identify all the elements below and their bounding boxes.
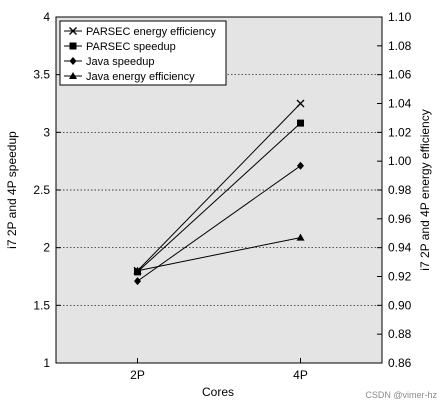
series-line-1 xyxy=(137,103,301,272)
right-tick-label: 0.92 xyxy=(388,270,412,284)
left-tick-label: 1.5 xyxy=(33,298,50,312)
x-axis-title: Cores xyxy=(202,385,234,399)
series-line-4 xyxy=(137,237,301,272)
data-point xyxy=(134,277,141,286)
right-tick-label: 0.86 xyxy=(388,356,412,370)
data-point xyxy=(133,266,142,274)
legend-label: Java energy efficiency xyxy=(86,71,195,83)
data-point xyxy=(297,119,304,127)
right-tick-label: 1.00 xyxy=(388,154,412,168)
right-axis: 0.86 0.88 0.90 0.92 0.94 0.96 0.98 1.00 1.02 1.04… xyxy=(377,10,412,370)
right-tick-label: 0.88 xyxy=(388,327,412,341)
y-axis-title: i7 2P and 4P speedup xyxy=(5,131,19,249)
legend-label: PARSEC speedup xyxy=(86,41,176,53)
legend-marker xyxy=(69,27,77,35)
x-tick-label: 4P xyxy=(293,368,308,382)
right-tick-label: 1.04 xyxy=(388,97,412,111)
x-tick-label: 2P xyxy=(130,368,145,382)
watermark: CSDN @vimer-hz xyxy=(365,390,437,400)
series-line-3 xyxy=(137,165,301,282)
right-tick-label: 0.94 xyxy=(388,241,412,255)
legend-label: PARSEC energy efficiency xyxy=(86,26,216,38)
right-tick-label: 1.10 xyxy=(388,10,412,24)
left-axis: 1 1.5 2 2.5 3 3.5 4 xyxy=(33,10,61,370)
x-axis: 2P 4P xyxy=(130,358,308,382)
data-point xyxy=(296,233,305,241)
series xyxy=(133,99,305,286)
right-tick-label: 0.90 xyxy=(388,298,412,312)
right-tick-label: 1.08 xyxy=(388,39,412,53)
right-tick-label: 1.02 xyxy=(388,125,412,139)
legend-label: Java speedup xyxy=(86,56,155,68)
left-tick-label: 2.5 xyxy=(33,183,50,197)
data-point xyxy=(296,99,305,108)
legend: PARSEC energy efficiency PARSEC speedup Ja… xyxy=(59,20,227,86)
legend-marker xyxy=(69,57,77,65)
left-tick-label: 3.5 xyxy=(33,68,50,82)
right-tick-label: 0.98 xyxy=(388,183,412,197)
right-tick-label: 0.96 xyxy=(388,212,412,226)
y2-axis-title: i7 2P and 4P energy efficiency xyxy=(418,109,432,270)
left-tick-label: 4 xyxy=(43,10,50,24)
left-tick-label: 2 xyxy=(43,241,50,255)
left-tick-label: 1 xyxy=(43,356,50,370)
data-point xyxy=(297,161,304,170)
right-tick-label: 1.06 xyxy=(388,68,412,82)
legend-marker xyxy=(69,72,77,79)
legend-box xyxy=(59,20,227,86)
left-tick-label: 3 xyxy=(43,125,50,139)
series-line-2 xyxy=(137,122,301,273)
legend-marker xyxy=(69,42,77,50)
